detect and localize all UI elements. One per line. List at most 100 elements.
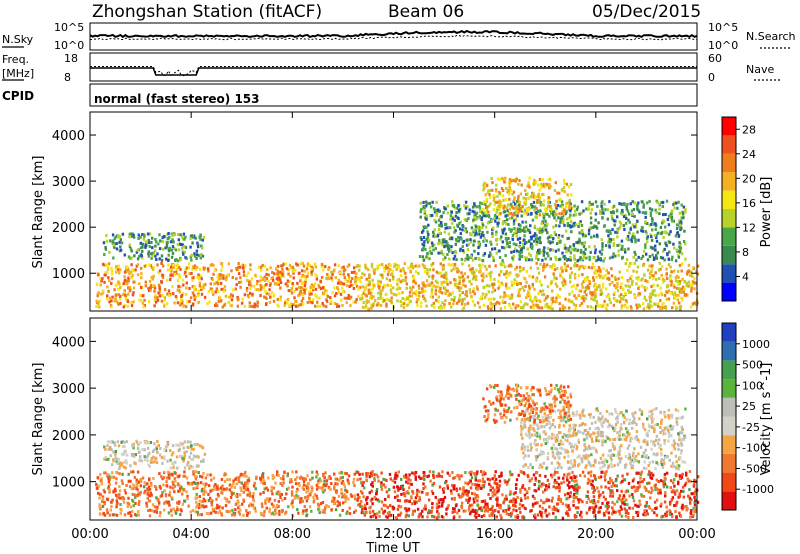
- heatmap-cell: [533, 208, 536, 212]
- heatmap-cell: [458, 282, 461, 285]
- heatmap-cell: [107, 480, 111, 484]
- heatmap-cell: [244, 484, 247, 488]
- heatmap-cell: [183, 474, 187, 478]
- heatmap-cell: [221, 506, 224, 510]
- heatmap-cell: [431, 262, 435, 266]
- heatmap-cell: [461, 307, 464, 311]
- heatmap-cell: [525, 256, 529, 260]
- heatmap-cell: [379, 280, 382, 284]
- heatmap-cell: [238, 281, 241, 284]
- heatmap-cell: [542, 253, 545, 257]
- heatmap-cell: [528, 486, 531, 490]
- heatmap-cell: [163, 288, 167, 292]
- heatmap-cell: [587, 232, 591, 236]
- heatmap-cell: [543, 298, 546, 302]
- heatmap-cell: [678, 219, 681, 223]
- heatmap-cell: [588, 282, 592, 285]
- heatmap-cell: [270, 512, 273, 516]
- heatmap-cell: [256, 279, 259, 283]
- heatmap-cell: [343, 296, 346, 300]
- heatmap-cell: [597, 221, 600, 225]
- heatmap-cell: [259, 294, 262, 298]
- heatmap-cell: [369, 499, 373, 503]
- heatmap-cell: [592, 278, 595, 282]
- heatmap-cell: [495, 515, 498, 519]
- heatmap-cell: [143, 481, 146, 485]
- heatmap-cell: [666, 252, 669, 256]
- heatmap-cell: [596, 285, 599, 289]
- heatmap-cell: [510, 188, 513, 192]
- heatmap-cell: [541, 178, 544, 182]
- heatmap-cell: [114, 283, 118, 287]
- heatmap-cell: [577, 498, 580, 502]
- heatmap-cell: [113, 245, 116, 249]
- heatmap-cell: [423, 209, 427, 213]
- heatmap-cell: [609, 210, 613, 214]
- heatmap-cell: [530, 237, 533, 241]
- heatmap-cell: [585, 256, 588, 260]
- heatmap-cell: [513, 213, 517, 217]
- heatmap-cell: [501, 299, 504, 303]
- heatmap-cell: [498, 249, 501, 253]
- heatmap-cell: [653, 256, 656, 260]
- heatmap-cell: [123, 275, 126, 279]
- heatmap-cell: [216, 275, 219, 279]
- heatmap-cell: [405, 297, 408, 301]
- heatmap-cell: [659, 491, 662, 495]
- heatmap-cell: [370, 265, 374, 269]
- heatmap-cell: [296, 508, 299, 512]
- heatmap-cell: [695, 270, 698, 274]
- heatmap-cell: [499, 307, 503, 311]
- heatmap-cell: [344, 488, 347, 492]
- heatmap-cell: [135, 250, 139, 254]
- heatmap-cell: [569, 280, 572, 284]
- heatmap-cell: [493, 297, 496, 301]
- heatmap-cell: [518, 294, 521, 298]
- heatmap-cell: [423, 206, 426, 209]
- heatmap-cell: [141, 301, 144, 305]
- heatmap-cell: [144, 489, 147, 493]
- heatmap-cell: [171, 251, 175, 255]
- heatmap-cell: [136, 494, 140, 498]
- heatmap-cell: [520, 267, 524, 271]
- heatmap-cell: [186, 463, 189, 467]
- heatmap-cell: [116, 282, 119, 286]
- heatmap-cell: [130, 232, 133, 236]
- heatmap-cell: [526, 192, 529, 196]
- heatmap-cell: [173, 233, 176, 237]
- heatmap-cell: [232, 511, 235, 515]
- heatmap-cell: [155, 496, 158, 500]
- heatmap-cell: [148, 279, 152, 283]
- heatmap-cell: [242, 486, 245, 490]
- heatmap-cell: [535, 256, 538, 260]
- heatmap-cell: [648, 207, 652, 211]
- heatmap-cell: [476, 301, 480, 305]
- heatmap-cell: [520, 214, 523, 218]
- heatmap-cell: [404, 275, 408, 279]
- heatmap-cell: [663, 258, 666, 262]
- heatmap-cell: [187, 461, 190, 464]
- heatmap-cell: [154, 457, 158, 461]
- heatmap-cell: [313, 498, 316, 502]
- heatmap-cell: [492, 259, 495, 263]
- heatmap-cell: [196, 245, 200, 249]
- heatmap-cell: [473, 233, 477, 237]
- heatmap-cell: [234, 508, 237, 512]
- heatmap-cell: [544, 185, 547, 189]
- heatmap-cell: [508, 212, 511, 216]
- heatmap-cell: [99, 283, 102, 287]
- heatmap-cell: [405, 286, 408, 290]
- heatmap-cell: [558, 224, 561, 228]
- heatmap-cell: [480, 218, 483, 221]
- heatmap-cell: [678, 223, 682, 227]
- heatmap-cell: [239, 473, 243, 477]
- heatmap-cell: [547, 240, 550, 244]
- heatmap-cell: [502, 295, 505, 299]
- heatmap-cell: [267, 292, 271, 296]
- heatmap-cell: [451, 510, 454, 514]
- heatmap-cell: [518, 241, 522, 245]
- heatmap-cell: [473, 204, 476, 208]
- heatmap-cell: [303, 288, 306, 292]
- heatmap-cell: [200, 277, 203, 281]
- heatmap-cell: [107, 447, 110, 451]
